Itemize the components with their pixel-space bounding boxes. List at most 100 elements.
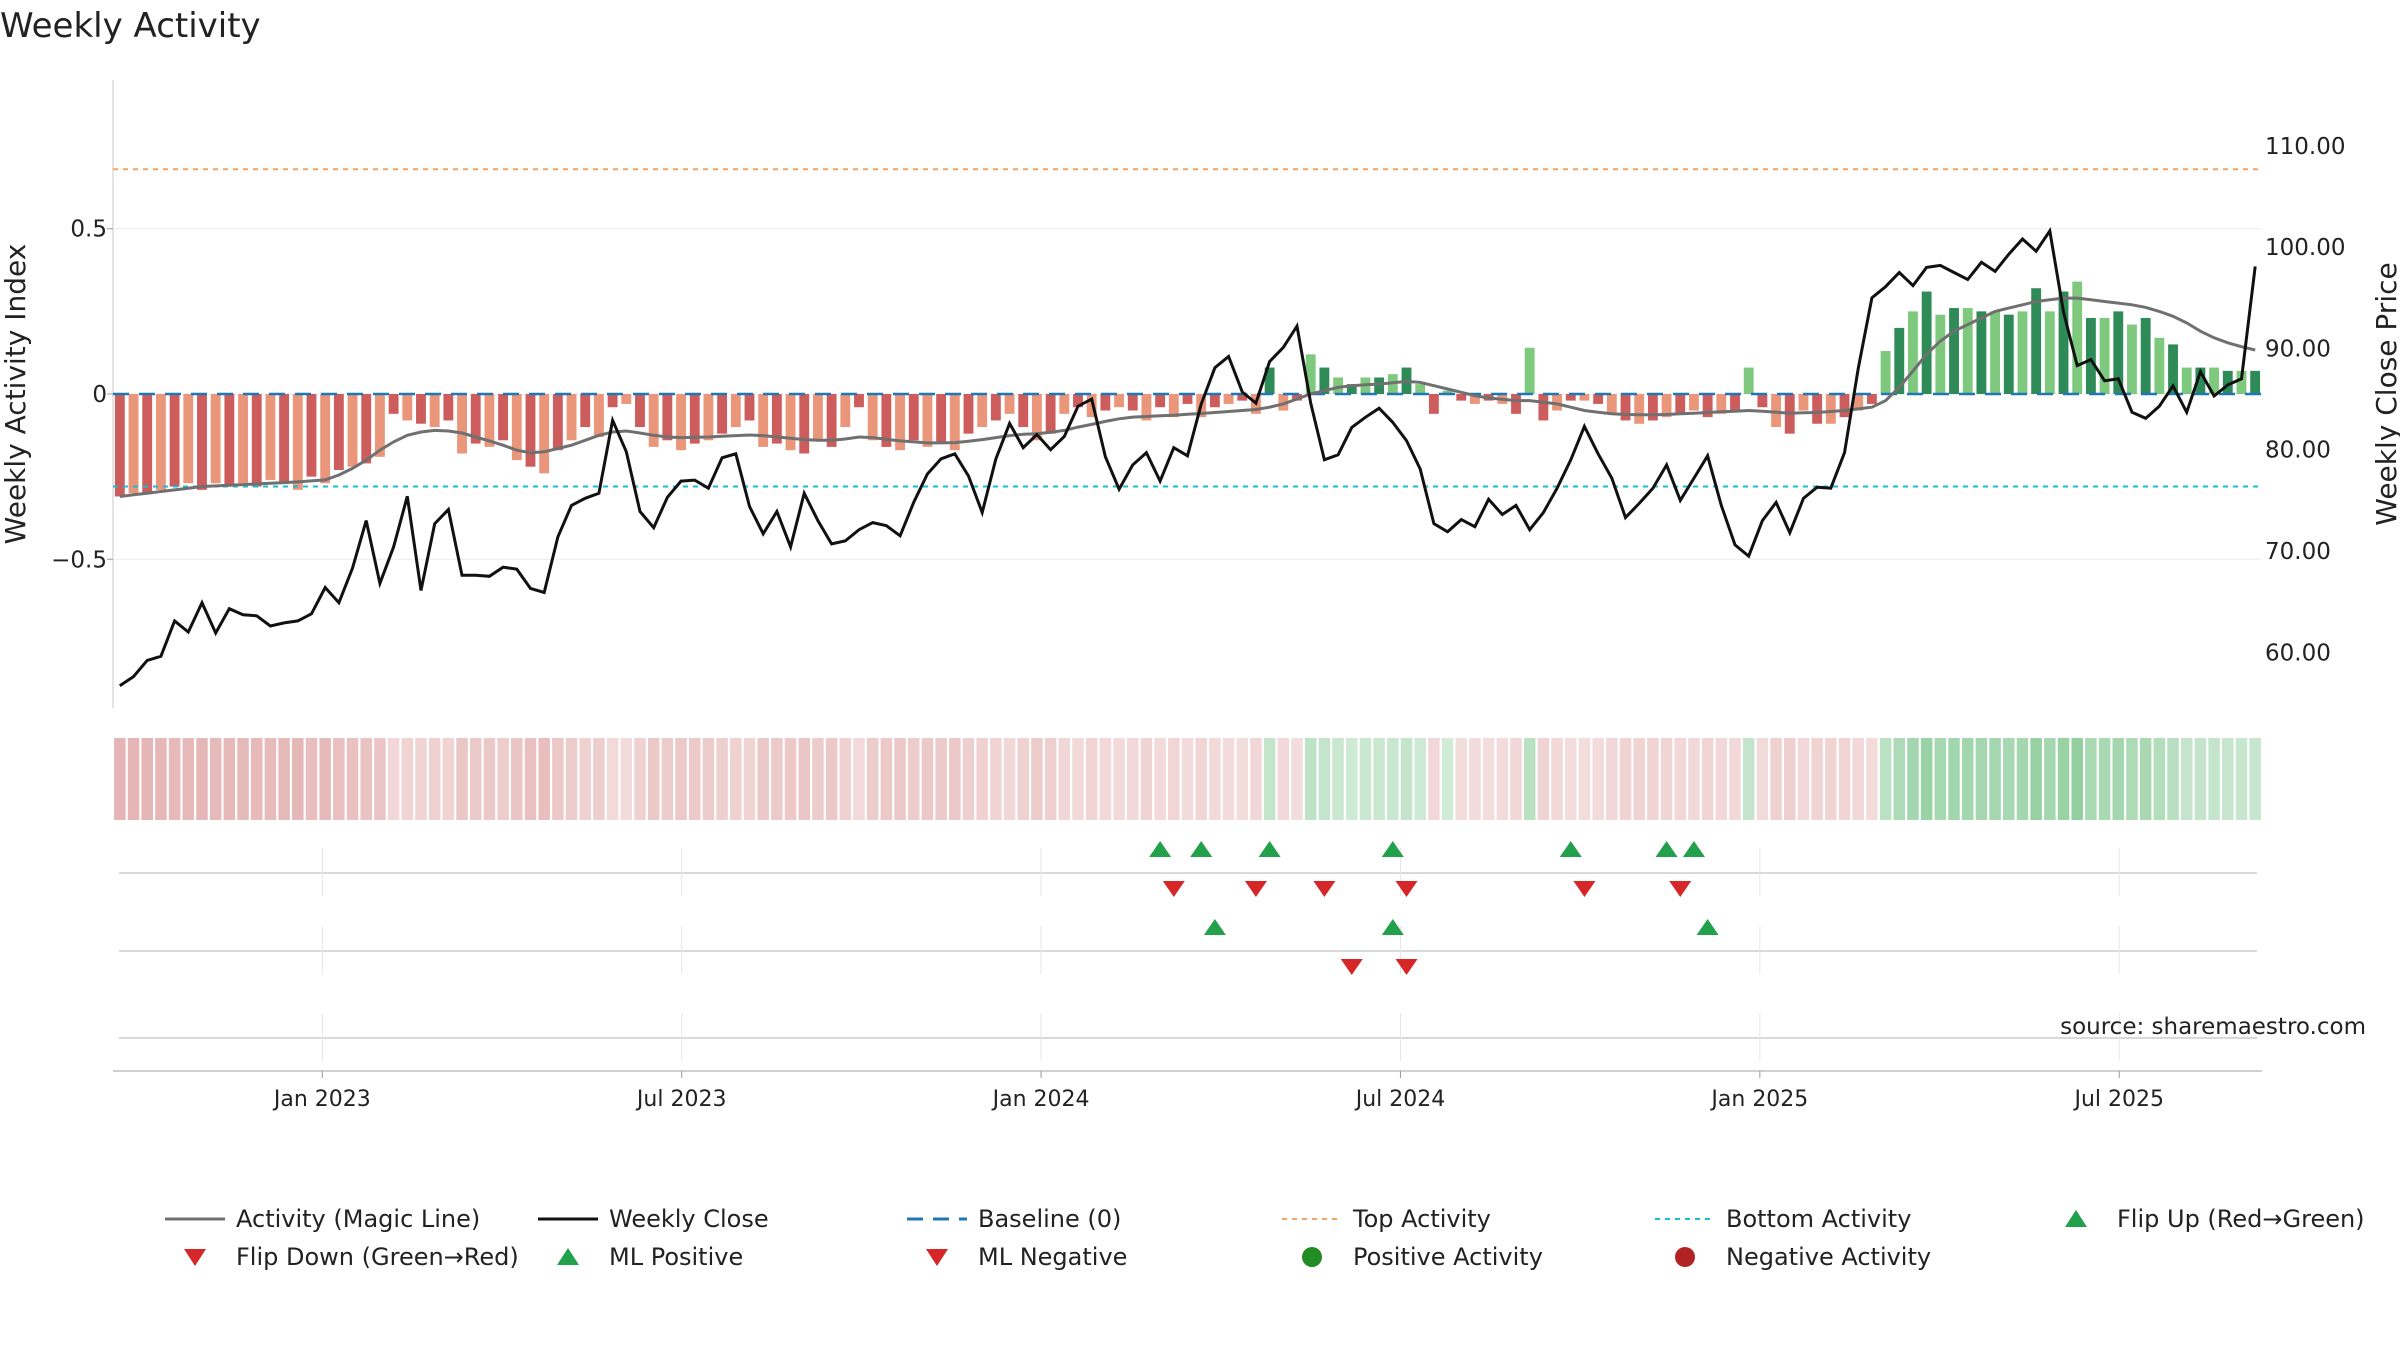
up-marker-0-4 xyxy=(1559,841,1582,857)
heat-cell-30 xyxy=(524,738,537,820)
heat-cell-85 xyxy=(1277,738,1290,820)
source-note: source: sharemaestro.com xyxy=(2060,1014,2366,1040)
activity-bar-35 xyxy=(593,394,604,437)
activity-bar-80 xyxy=(1209,394,1220,408)
activity-bar-64 xyxy=(990,394,1001,421)
activity-bar-87 xyxy=(1305,354,1316,394)
heat-cell-95 xyxy=(1414,738,1426,820)
heat-cell-127 xyxy=(1852,738,1864,820)
heat-cell-28 xyxy=(497,738,509,820)
heat-cell-45 xyxy=(730,738,742,820)
legend-item-negact: Negative Activity xyxy=(1675,1243,1931,1271)
heat-cell-78 xyxy=(1181,738,1194,820)
heat-cell-111 xyxy=(1633,738,1645,820)
activity-bar-156 xyxy=(2250,370,2261,394)
x-tick-label-1: Jul 2023 xyxy=(635,1087,727,1112)
activity-bar-110 xyxy=(1620,394,1631,421)
activity-bar-127 xyxy=(1853,394,1864,411)
heat-cell-11 xyxy=(264,738,277,820)
heat-cell-144 xyxy=(2085,738,2097,820)
activity-bar-41 xyxy=(676,394,686,451)
activity-bar-50 xyxy=(799,394,810,454)
activity-bar-5 xyxy=(183,394,194,484)
legend-item-flipdown: Flip Down (Green→Red) xyxy=(184,1243,519,1271)
legend-label-baseline: Baseline (0) xyxy=(978,1205,1121,1233)
heat-cell-41 xyxy=(675,738,687,820)
activity-bar-38 xyxy=(635,394,645,428)
activity-bar-59 xyxy=(922,394,933,447)
activity-bar-132 xyxy=(1921,291,1932,394)
y-tick-label-right-0: 60.00 xyxy=(2265,640,2331,666)
activity-bar-45 xyxy=(730,394,741,428)
heat-cell-23 xyxy=(428,738,441,820)
x-tick-label-2: Jan 2024 xyxy=(991,1087,1090,1112)
legend-label-negact: Negative Activity xyxy=(1726,1243,1931,1271)
activity-bar-29 xyxy=(511,394,522,461)
activity-bar-55 xyxy=(867,394,878,441)
up-marker-0-5 xyxy=(1655,841,1678,857)
activity-bar-74 xyxy=(1127,394,1138,411)
activity-bar-98 xyxy=(1456,394,1467,401)
activity-bar-119 xyxy=(1743,367,1754,394)
heat-cell-106 xyxy=(1565,738,1577,820)
heat-cell-16 xyxy=(333,738,345,820)
activity-bar-47 xyxy=(758,394,769,447)
activity-bar-32 xyxy=(552,394,563,451)
heat-cell-122 xyxy=(1784,738,1796,820)
legend-label-flipdown: Flip Down (Green→Red) xyxy=(236,1243,519,1271)
down-marker-1-1 xyxy=(1395,959,1418,975)
activity-bar-28 xyxy=(498,394,509,441)
heat-cell-121 xyxy=(1770,738,1782,820)
heat-cell-68 xyxy=(1044,738,1057,820)
activity-bar-134 xyxy=(1949,308,1959,394)
activity-bar-121 xyxy=(1771,394,1782,428)
activity-bar-57 xyxy=(895,394,905,451)
heat-cell-110 xyxy=(1619,738,1632,820)
y-axis-left-label: Weekly Activity Index xyxy=(0,244,32,545)
activity-bar-89 xyxy=(1333,377,1343,394)
legend-label-posact: Positive Activity xyxy=(1353,1243,1543,1271)
activity-bar-143 xyxy=(2072,281,2083,394)
heat-cell-48 xyxy=(771,738,783,820)
y-tick-label-left-2: −0.5 xyxy=(51,547,107,573)
heat-cell-47 xyxy=(757,738,769,820)
activity-bar-141 xyxy=(2044,311,2055,394)
main-plot-area: 0.5 0 −0.5 60.00 70.00 80.00 90.00 100.00 110.00 xyxy=(51,80,2345,708)
heat-cell-98 xyxy=(1455,738,1468,820)
activity-bar-120 xyxy=(1757,394,1768,408)
heat-cell-27 xyxy=(483,738,496,820)
activity-bar-24 xyxy=(443,394,454,421)
activity-bar-76 xyxy=(1155,394,1166,408)
heat-cell-145 xyxy=(2098,738,2111,820)
heat-cell-22 xyxy=(415,738,427,820)
heat-cell-146 xyxy=(2112,738,2125,820)
heat-cell-0 xyxy=(114,738,126,820)
heat-cell-33 xyxy=(565,738,578,820)
activity-bar-8 xyxy=(224,394,235,487)
heat-cell-100 xyxy=(1482,738,1495,820)
weekly-close-line xyxy=(118,226,2257,687)
heat-cell-83 xyxy=(1250,738,1262,820)
heat-cell-2 xyxy=(141,738,153,820)
heat-cell-57 xyxy=(894,738,906,820)
activity-bar-78 xyxy=(1182,394,1193,404)
heat-cell-88 xyxy=(1318,738,1331,820)
activity-bar-129 xyxy=(1880,351,1891,394)
activity-bar-27 xyxy=(484,394,495,447)
activity-bar-67 xyxy=(1032,394,1042,441)
heat-cell-125 xyxy=(1825,738,1837,820)
heat-cell-141 xyxy=(2044,738,2056,820)
activity-bar-54 xyxy=(854,394,864,408)
activity-bar-49 xyxy=(785,394,796,451)
heat-cell-50 xyxy=(798,738,810,820)
down-marker-0-3 xyxy=(1395,881,1418,897)
activity-bar-140 xyxy=(2031,288,2042,394)
activity-bar-145 xyxy=(2099,317,2110,394)
activity-bar-125 xyxy=(1825,394,1836,424)
activity-bar-103 xyxy=(1524,347,1535,394)
heat-cell-74 xyxy=(1126,738,1139,820)
heat-cell-132 xyxy=(1920,738,1933,820)
activity-bar-107 xyxy=(1579,394,1590,401)
heat-cell-1 xyxy=(127,738,140,820)
